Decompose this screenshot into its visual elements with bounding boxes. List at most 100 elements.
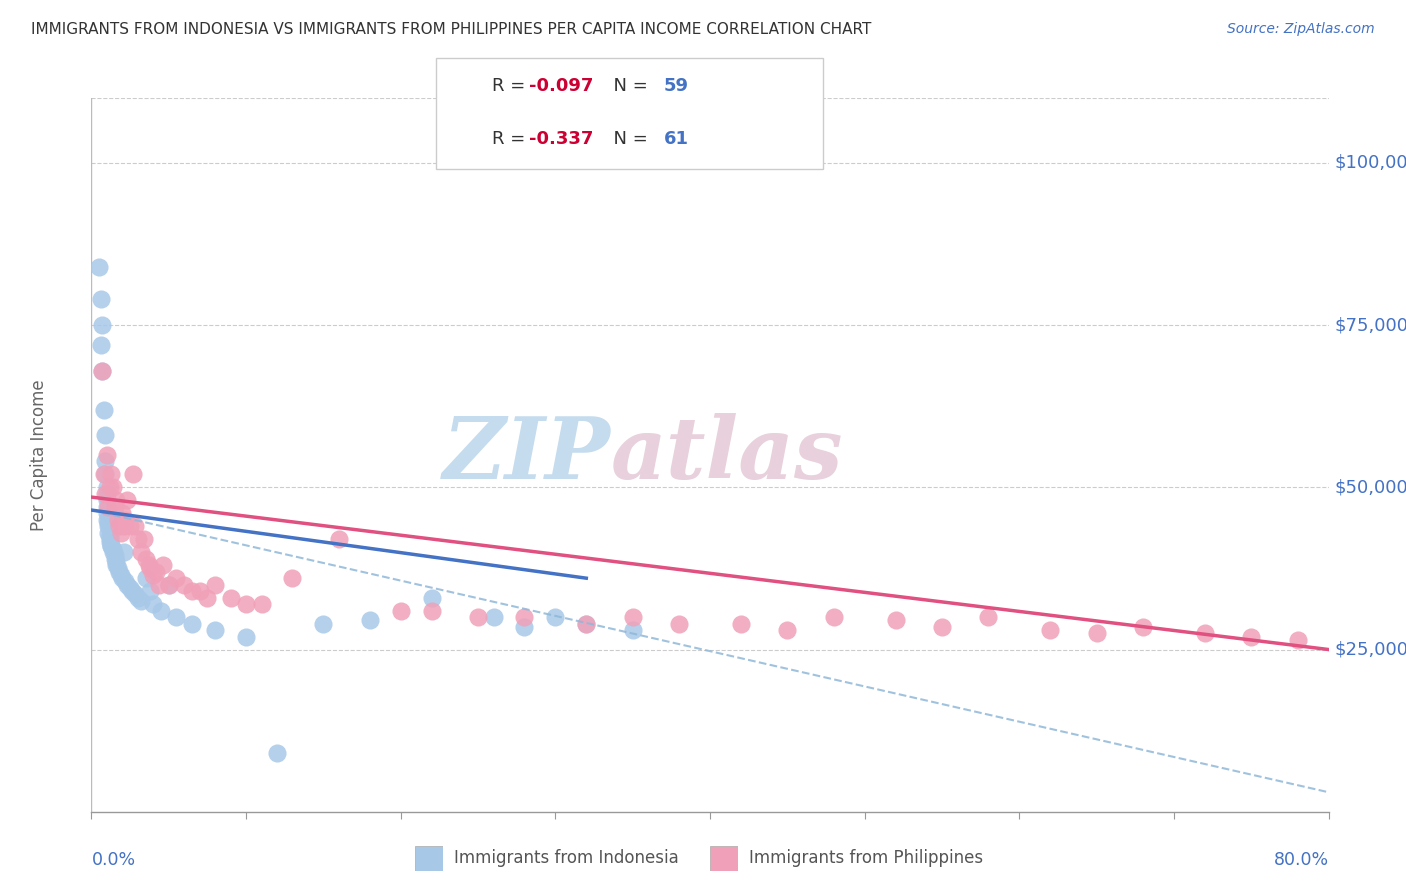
Text: -0.097: -0.097 [529, 77, 593, 95]
Point [105, 558, 128, 573]
Point [1286, 632, 1309, 647]
Point [266, 747, 288, 761]
Point [110, 525, 132, 540]
Point [98, 535, 121, 549]
Point [97, 516, 120, 530]
Point [96, 513, 118, 527]
Point [148, 577, 170, 591]
Point [115, 577, 138, 591]
Point [104, 551, 127, 566]
Text: Immigrants from Philippines: Immigrants from Philippines [749, 849, 984, 867]
Point [115, 493, 138, 508]
Point [621, 610, 644, 624]
Text: 61: 61 [664, 130, 689, 148]
Point [931, 620, 953, 634]
Point [112, 545, 135, 559]
Text: Immigrants from Indonesia: Immigrants from Indonesia [454, 849, 679, 867]
Point [166, 571, 188, 585]
Point [101, 541, 124, 556]
Point [730, 616, 752, 631]
Point [157, 577, 180, 591]
Point [150, 604, 172, 618]
Point [94, 467, 117, 482]
Point [467, 610, 489, 624]
Point [124, 587, 146, 601]
Point [120, 519, 141, 533]
Point [389, 604, 412, 618]
Point [97, 519, 120, 533]
Point [668, 616, 690, 631]
Point [188, 584, 211, 599]
Point [122, 467, 145, 482]
Point [127, 591, 149, 605]
Point [138, 558, 160, 573]
Point [129, 545, 152, 559]
Point [105, 555, 128, 569]
Point [112, 519, 135, 533]
Point [96, 500, 118, 514]
Point [235, 597, 257, 611]
Point [1194, 626, 1216, 640]
Point [97, 525, 120, 540]
Point [129, 594, 152, 608]
Point [93, 402, 115, 417]
Text: $25,000: $25,000 [1334, 640, 1406, 658]
Point [96, 493, 118, 508]
Text: ZIP: ZIP [443, 413, 612, 497]
Point [87, 260, 111, 274]
Point [111, 571, 134, 585]
Point [420, 604, 443, 618]
Point [544, 610, 567, 624]
Point [96, 487, 118, 501]
Point [104, 500, 127, 514]
Point [132, 533, 155, 547]
Point [90, 292, 112, 306]
Point [359, 613, 381, 627]
Text: R =: R = [492, 77, 531, 95]
Point [98, 480, 121, 494]
Point [120, 581, 141, 595]
Text: 80.0%: 80.0% [1274, 851, 1329, 869]
Point [575, 616, 598, 631]
Point [152, 558, 174, 573]
Point [98, 529, 121, 543]
Point [575, 616, 598, 631]
Point [180, 584, 202, 599]
Point [204, 577, 226, 591]
Point [1085, 626, 1108, 640]
Point [98, 533, 121, 547]
Point [121, 584, 143, 599]
Point [513, 620, 536, 634]
Point [96, 480, 118, 494]
Point [142, 597, 165, 611]
Point [482, 610, 505, 624]
Point [124, 519, 146, 533]
Point [100, 467, 122, 482]
Text: $50,000: $50,000 [1334, 478, 1406, 496]
Text: $75,000: $75,000 [1334, 316, 1406, 334]
Point [977, 610, 1000, 624]
Point [1240, 630, 1263, 644]
Point [621, 623, 644, 637]
Point [250, 597, 273, 611]
Point [173, 577, 195, 591]
Point [420, 591, 443, 605]
Point [114, 513, 136, 527]
Point [111, 506, 134, 520]
Point [93, 467, 115, 482]
Point [105, 493, 128, 508]
Text: -0.337: -0.337 [529, 130, 593, 148]
Point [139, 561, 162, 575]
Point [142, 568, 165, 582]
Text: Source: ZipAtlas.com: Source: ZipAtlas.com [1227, 22, 1375, 37]
Point [884, 613, 907, 627]
Point [96, 506, 118, 520]
Point [101, 545, 124, 559]
Text: N =: N = [602, 130, 654, 148]
Point [96, 448, 118, 462]
Point [100, 539, 122, 553]
Point [219, 591, 242, 605]
Point [91, 363, 114, 377]
Point [328, 533, 350, 547]
Point [312, 616, 335, 631]
